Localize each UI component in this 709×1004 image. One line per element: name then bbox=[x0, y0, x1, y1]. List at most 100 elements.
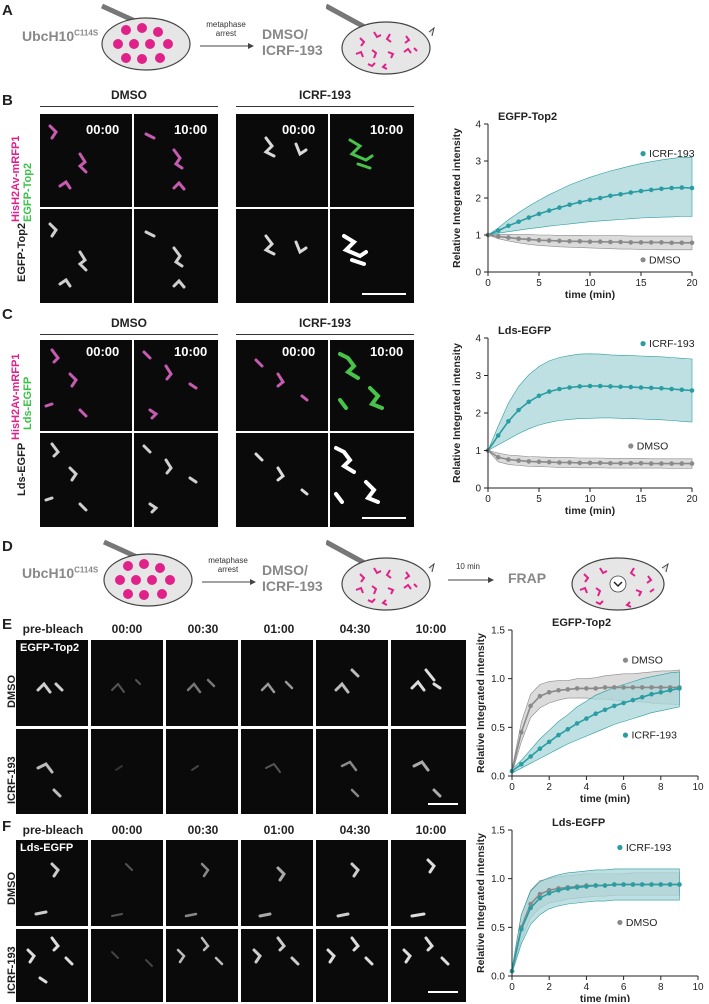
timestamp-b-3: 10:00 bbox=[370, 122, 404, 137]
data-point-icrf-193 bbox=[621, 882, 626, 887]
row-label-lds-green-c: Lds-EGFP bbox=[22, 377, 34, 430]
data-point-dmso bbox=[546, 690, 552, 695]
treatment-label-a: DMSO/ ICRF-193 bbox=[262, 26, 323, 58]
timestamp-c-1: 10:00 bbox=[174, 344, 208, 359]
chart-egfp-top2-e: EGFP-Top2 0 2 4 6 8 10 0.0 0.5 1.0 1.5 time (min) Re… bbox=[475, 617, 704, 804]
data-point-dmso bbox=[526, 459, 532, 464]
timestamp-b-2: 00:00 bbox=[282, 122, 316, 137]
data-point-icrf-193 bbox=[557, 386, 562, 392]
data-point-icrf-193 bbox=[567, 202, 572, 207]
x-tick-label: 10 bbox=[692, 782, 704, 793]
panel-letter-c: C bbox=[2, 306, 13, 323]
data-point-dmso bbox=[679, 240, 685, 246]
data-point-icrf-193 bbox=[597, 195, 603, 201]
legend-label-dmso: DMSO bbox=[637, 441, 669, 453]
y-tick-label: 0.0 bbox=[491, 772, 505, 783]
y-axis-label: Relative Integrated intensity bbox=[451, 128, 463, 268]
micrograph-e-icrf-1 bbox=[91, 729, 163, 814]
data-point-icrf-193 bbox=[526, 399, 532, 405]
treatment-line1: DMSO/ bbox=[262, 26, 308, 42]
legend-marker-dmso bbox=[617, 919, 623, 926]
row-label-his-c: HisH2Av-mRFP1 bbox=[10, 354, 22, 440]
micrograph-f-dmso-5 bbox=[391, 840, 466, 926]
data-point-icrf-193 bbox=[528, 905, 533, 911]
legend-label-icrf-193: ICRF-193 bbox=[649, 338, 695, 350]
data-point-dmso bbox=[516, 458, 521, 463]
chart-lds-egfp-f: Lds-EGFP 0 2 4 6 8 10 0.0 0.5 1.0 1.5 time (min) Rel… bbox=[475, 817, 704, 1002]
frame-header-e-2: 00:30 bbox=[187, 622, 219, 636]
data-point-dmso bbox=[495, 455, 501, 460]
x-axis-label: time (min) bbox=[565, 505, 615, 517]
micrograph-e-dmso-4 bbox=[316, 640, 388, 726]
data-point-dmso bbox=[618, 239, 623, 245]
nuclei-dots bbox=[113, 23, 173, 64]
treatment-line2: ICRF-193 bbox=[262, 578, 323, 595]
legend-marker-dmso bbox=[622, 657, 629, 663]
x-tick-label: 4 bbox=[584, 782, 590, 793]
x-tick-label: 5 bbox=[536, 278, 542, 289]
divider-line bbox=[40, 106, 218, 107]
data-point-dmso bbox=[621, 685, 626, 690]
x-tick-label: 0 bbox=[509, 782, 515, 793]
micrograph-b-gray-icrf-10 bbox=[330, 209, 414, 303]
data-point-dmso bbox=[628, 461, 634, 466]
y-tick-label: 1.5 bbox=[491, 826, 505, 837]
micrograph-e-icrf-3 bbox=[241, 729, 313, 814]
bleach-spot-icon bbox=[609, 575, 627, 593]
data-point-dmso bbox=[565, 687, 571, 692]
frame-header-f-3: 01:00 bbox=[263, 823, 295, 837]
data-point-icrf-193 bbox=[630, 882, 636, 887]
data-point-icrf-193 bbox=[689, 388, 695, 393]
chart-lds-egfp-c: Lds-EGFP 0 5 10 15 20 0 1 2 3 4 time (min) Relative … bbox=[451, 325, 698, 517]
legend-label-icrf-193: ICRF-193 bbox=[631, 730, 677, 742]
data-point-icrf-193 bbox=[587, 197, 593, 203]
nuclei-dots bbox=[115, 559, 175, 600]
data-point-dmso bbox=[526, 237, 532, 242]
arrow-label-a: metaphase arrest bbox=[198, 20, 254, 38]
data-point-icrf-193 bbox=[649, 882, 654, 887]
data-point-dmso bbox=[546, 238, 552, 243]
y-tick-label: 2 bbox=[475, 194, 481, 205]
his-label: HisH2Av-mRFP1 bbox=[10, 135, 22, 222]
data-point-icrf-193 bbox=[608, 193, 613, 199]
legend-label-dmso: DMSO bbox=[649, 254, 681, 266]
micrograph-f-dmso-1 bbox=[91, 840, 163, 926]
micrograph-e-icrf-2 bbox=[166, 729, 238, 814]
micrograph-overlay-f bbox=[26, 858, 458, 993]
inset-label-e: EGFP-Top2 bbox=[20, 642, 80, 654]
data-point-dmso bbox=[536, 459, 542, 465]
micrograph-c-gray-icrf-10 bbox=[330, 433, 414, 527]
data-point-icrf-193 bbox=[658, 690, 664, 695]
micrograph-e-icrf-5 bbox=[391, 729, 466, 814]
data-point-dmso bbox=[556, 688, 561, 693]
data-point-icrf-193 bbox=[593, 711, 598, 716]
micrograph-c-merge-icrf-0 bbox=[236, 340, 328, 431]
x-tick-label: 5 bbox=[536, 494, 542, 505]
x-tick-label: 15 bbox=[635, 278, 647, 289]
x-tick-label: 0 bbox=[485, 278, 491, 289]
data-point-dmso bbox=[574, 686, 580, 691]
condition-header-dmso-c: DMSO bbox=[111, 316, 147, 330]
treatment-label-d: DMSO/ ICRF-193 bbox=[262, 562, 323, 594]
y-tick-label: 4 bbox=[475, 120, 481, 131]
data-point-icrf-193 bbox=[630, 697, 636, 703]
condition-header-icrf-b: ICRF-193 bbox=[298, 88, 351, 102]
micrograph-b-gray-icrf-0 bbox=[236, 209, 328, 303]
micrograph-f-icrf-0 bbox=[16, 929, 88, 1002]
micrograph-f-icrf-2 bbox=[166, 929, 238, 1002]
data-point-dmso bbox=[689, 461, 695, 466]
lds-gray-label: Lds-EGFP bbox=[16, 442, 28, 496]
data-point-dmso bbox=[648, 461, 654, 466]
data-point-icrf-193 bbox=[506, 419, 511, 424]
embryo-diagram-d2 bbox=[326, 539, 435, 611]
legend-marker-dmso bbox=[628, 443, 634, 449]
treatment-line2: ICRF-193 bbox=[262, 42, 323, 59]
data-point-icrf-193 bbox=[649, 691, 654, 697]
frame-header-f-5: 10:00 bbox=[415, 823, 447, 837]
data-point-dmso bbox=[597, 460, 603, 466]
legend-label-icrf-193: ICRF-193 bbox=[649, 148, 695, 160]
frap-label: FRAP bbox=[508, 570, 547, 586]
data-point-dmso bbox=[602, 685, 608, 690]
x-tick-label: 20 bbox=[686, 494, 698, 505]
data-point-icrf-193 bbox=[577, 384, 583, 389]
